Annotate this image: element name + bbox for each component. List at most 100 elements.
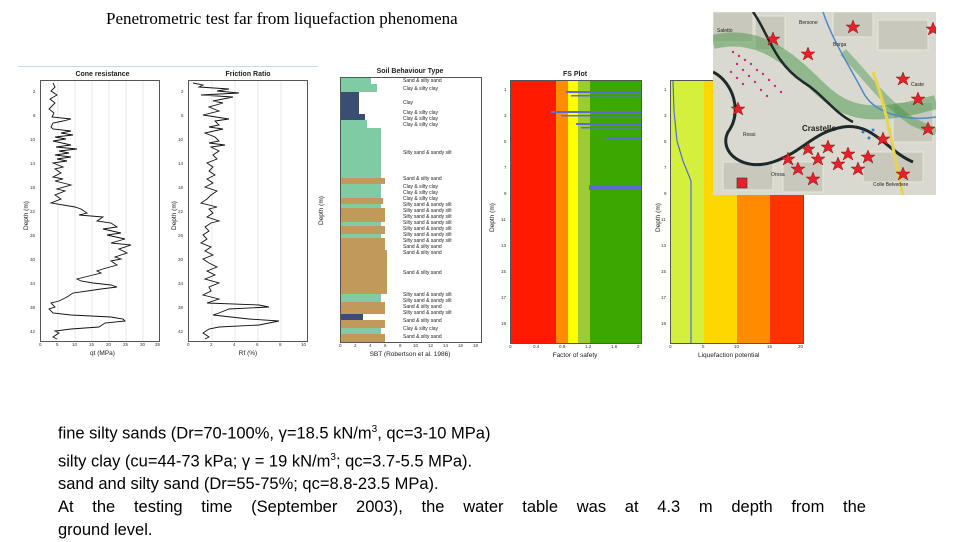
x-tick: 0 — [669, 344, 672, 349]
x-tick: 6 — [256, 342, 259, 347]
cone-resistance-line — [48, 82, 132, 340]
lp-curve — [672, 81, 692, 343]
map-star-cluster — [780, 139, 876, 186]
sbt-label: Clay & silty clay — [403, 190, 439, 196]
sbt-label: Silty sand & sandy silt — [403, 226, 452, 232]
sbt-band — [341, 198, 383, 204]
y-tick: 14 — [178, 161, 184, 166]
sbt-label: Silty sand & sandy silt — [403, 292, 452, 298]
y-tick: 11 — [661, 217, 666, 222]
y-tick: 26 — [178, 233, 184, 238]
x-tick: 14 — [443, 343, 449, 348]
title-underline — [18, 66, 320, 67]
sbt-band — [341, 222, 381, 226]
y-tick: 34 — [178, 281, 184, 286]
slide-title: Penetrometric test far from liquefaction… — [106, 9, 458, 28]
lp-zone-lightgreen — [671, 81, 704, 343]
map-dot-cluster — [729, 50, 783, 98]
y-tick: 5 — [504, 139, 507, 144]
fs-zone-red — [511, 81, 556, 343]
y-tick: 10 — [30, 137, 36, 142]
lp-line-svg — [672, 81, 692, 343]
sbt-band — [341, 334, 385, 342]
cone-plot-area — [40, 80, 160, 342]
x-tick: 0 — [509, 344, 512, 349]
sbt-label: Sand & silty sand — [403, 270, 442, 276]
y-tick: 1 — [664, 87, 667, 92]
map-place-label: Bersone — [799, 20, 818, 26]
x-tick: 18 — [473, 343, 479, 348]
x-tick: 4 — [369, 343, 372, 348]
fs-plot-area — [510, 80, 642, 344]
y-tick: 15 — [501, 269, 507, 274]
x-tick: 2 — [210, 342, 213, 347]
sbt-label: Clay & silty clay — [403, 110, 439, 116]
sbt-label: Silty sand & sandy silt — [403, 238, 452, 244]
description-line-5: ground level. — [58, 521, 153, 539]
soil-behaviour-chart: Soil Behaviour Type Depth (m) — [318, 65, 483, 363]
sbt-band — [341, 92, 359, 114]
friction-ratio-line — [192, 82, 280, 340]
x-tick: 0.8 — [559, 344, 566, 349]
fs-x-label: Factor of safety — [552, 352, 598, 359]
y-tick: 17 — [661, 295, 667, 300]
sbt-band — [341, 302, 385, 314]
sbt-band — [341, 84, 377, 92]
y-tick: 6 — [181, 113, 184, 118]
fs-line-svg — [551, 91, 641, 190]
sbt-band — [341, 204, 381, 208]
x-tick: 6 — [384, 343, 387, 348]
x-tick: 30 — [140, 342, 146, 347]
sbt-y-label: Depth (m) — [318, 196, 325, 225]
sbt-plot-area: Sand & silty sand Clay & silty clay Clay… — [340, 77, 482, 343]
y-tick: 26 — [30, 233, 36, 238]
y-tick: 15 — [661, 269, 667, 274]
sbt-label: Silty sand & sandy silt — [403, 202, 452, 208]
y-tick: 1 — [504, 87, 507, 92]
description-line-3: sand and silty sand (Dr=55-75%; qc=8.8-2… — [58, 475, 439, 493]
sbt-band — [341, 328, 381, 334]
sbt-label: Silty sand & sandy silt — [403, 150, 452, 156]
sbt-label: Clay & silty clay — [403, 184, 439, 190]
y-tick: 13 — [501, 243, 507, 248]
sbt-label: Sand & silty sand — [403, 250, 442, 256]
sbt-band — [341, 128, 381, 178]
map-place-label: Saletto — [717, 28, 733, 34]
x-tick: 20 — [106, 342, 112, 347]
map-place-label: Orosa — [771, 172, 785, 178]
sbt-band — [341, 178, 385, 184]
sbt-band — [341, 314, 363, 320]
sbt-band — [341, 114, 365, 120]
cone-x-label: qt (MPa) — [90, 350, 115, 357]
friction-plot-svg — [192, 81, 282, 341]
y-tick: 6 — [33, 113, 36, 118]
x-tick: 1.2 — [585, 344, 592, 349]
map-blue-dots — [861, 128, 875, 140]
sbt-band — [341, 120, 367, 128]
sbt-band — [341, 320, 385, 328]
x-tick: 10 — [72, 342, 78, 347]
sbt-label: Clay & silty clay — [403, 326, 439, 332]
y-tick: 42 — [178, 329, 184, 334]
map-place-label: Rossi — [743, 132, 756, 138]
sbt-band — [341, 184, 381, 198]
sbt-label: Silty sand & sandy silt — [403, 208, 452, 214]
x-tick: 0 — [187, 342, 190, 347]
y-tick: 30 — [178, 257, 184, 262]
sbt-band — [341, 294, 381, 302]
fs-zone-yellow — [568, 81, 578, 343]
sbt-bands — [341, 78, 401, 342]
y-tick: 17 — [501, 295, 507, 300]
sbt-label: Silty sand & sandy silt — [403, 310, 452, 316]
y-tick: 11 — [501, 217, 506, 222]
x-tick: 5 — [56, 342, 59, 347]
sbt-x-label: SBT (Robertson et al. 1986) — [369, 351, 451, 358]
sbt-band — [341, 234, 381, 238]
map-test-site-marker — [736, 177, 748, 189]
x-tick: 2 — [354, 343, 357, 348]
fs-plot-chart: FS Plot Depth (m) 1 3 5 7 9 11 13 15 — [486, 68, 646, 366]
y-tick: 42 — [30, 329, 36, 334]
friction-plot-area — [188, 80, 308, 342]
x-tick: 2 — [637, 344, 640, 349]
y-tick: 7 — [664, 165, 667, 170]
